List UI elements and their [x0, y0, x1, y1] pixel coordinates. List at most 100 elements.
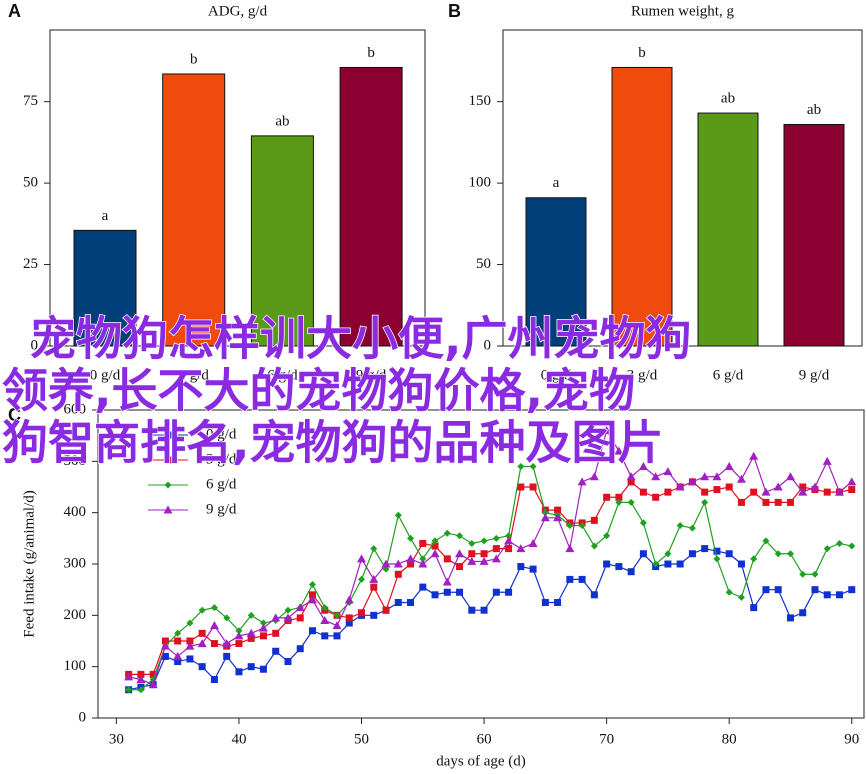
chart-title: Rumen weight, g: [631, 3, 734, 19]
bar-annotation: b: [638, 45, 646, 61]
marker: [321, 604, 329, 612]
bar-annotation: ab: [807, 102, 821, 118]
marker: [638, 461, 648, 470]
marker: [589, 472, 599, 481]
marker: [517, 483, 525, 491]
marker: [320, 615, 330, 624]
marker: [247, 634, 255, 642]
marker: [676, 560, 684, 568]
marker: [774, 498, 782, 506]
marker: [480, 550, 488, 558]
marker: [308, 591, 316, 599]
marker: [419, 539, 427, 547]
marker: [712, 472, 722, 481]
marker: [700, 472, 710, 481]
marker: [799, 609, 807, 617]
marker: [124, 672, 134, 681]
marker: [308, 627, 316, 635]
marker: [235, 640, 243, 648]
marker: [164, 456, 172, 464]
legend-label: 3 g/d: [206, 451, 237, 467]
marker: [125, 686, 133, 694]
marker: [370, 583, 378, 591]
marker: [701, 545, 709, 553]
marker: [762, 586, 770, 594]
marker: [370, 611, 378, 619]
marker: [160, 641, 170, 650]
marker: [614, 446, 624, 455]
marker: [247, 663, 255, 671]
marker: [750, 488, 758, 496]
marker: [479, 556, 489, 565]
marker: [164, 481, 172, 489]
marker: [554, 506, 562, 514]
marker: [480, 606, 488, 614]
bar: [339, 66, 403, 347]
y-tick-label: 50: [476, 256, 491, 272]
marker: [664, 560, 672, 568]
legend-label: 6 g/d: [206, 476, 237, 492]
marker: [284, 606, 292, 614]
marker: [468, 550, 476, 558]
x-tick-label: 70: [599, 731, 614, 747]
marker: [186, 655, 194, 663]
marker: [651, 472, 661, 481]
marker: [811, 570, 819, 578]
marker: [272, 647, 280, 655]
marker: [456, 588, 464, 596]
marker: [799, 483, 807, 491]
marker: [737, 593, 745, 601]
marker: [663, 467, 673, 476]
overlay-line: 狗智商排名,宠物狗的品种及图片: [2, 416, 663, 470]
marker: [504, 536, 514, 545]
marker: [186, 637, 194, 645]
marker: [407, 599, 415, 606]
marker: [541, 599, 549, 606]
marker: [271, 613, 281, 622]
bar-annotation: ab: [721, 91, 735, 107]
marker: [736, 474, 746, 483]
x-tick-label: 80: [722, 731, 737, 747]
marker: [491, 554, 501, 563]
marker: [455, 549, 465, 558]
marker: [785, 472, 795, 481]
marker: [259, 632, 267, 640]
bar: [697, 112, 759, 347]
marker: [528, 538, 538, 547]
marker: [333, 611, 341, 619]
marker: [540, 513, 550, 522]
marker: [761, 487, 771, 496]
marker: [676, 522, 684, 529]
marker: [725, 588, 733, 596]
bar: [611, 66, 673, 347]
marker: [186, 619, 194, 627]
x-tick-label: 60: [477, 731, 492, 747]
marker: [258, 623, 268, 632]
bar-annotation: a: [553, 175, 560, 191]
marker: [750, 604, 758, 612]
legend-label: 9 g/d: [206, 501, 237, 517]
marker: [419, 583, 427, 591]
marker: [687, 477, 697, 486]
marker: [553, 513, 563, 522]
marker: [603, 560, 611, 568]
marker: [443, 529, 451, 537]
marker: [382, 606, 390, 614]
marker: [407, 534, 415, 542]
marker: [308, 581, 316, 589]
marker: [603, 532, 611, 540]
marker: [774, 550, 782, 558]
marker: [774, 586, 782, 594]
marker: [198, 663, 206, 671]
marker: [431, 542, 439, 550]
marker: [762, 498, 770, 506]
marker: [639, 488, 647, 496]
bar-annotation: b: [190, 51, 198, 67]
marker: [834, 487, 844, 496]
marker: [296, 645, 304, 653]
marker: [517, 462, 525, 470]
marker: [209, 621, 219, 630]
marker: [136, 675, 146, 683]
marker: [626, 472, 636, 481]
